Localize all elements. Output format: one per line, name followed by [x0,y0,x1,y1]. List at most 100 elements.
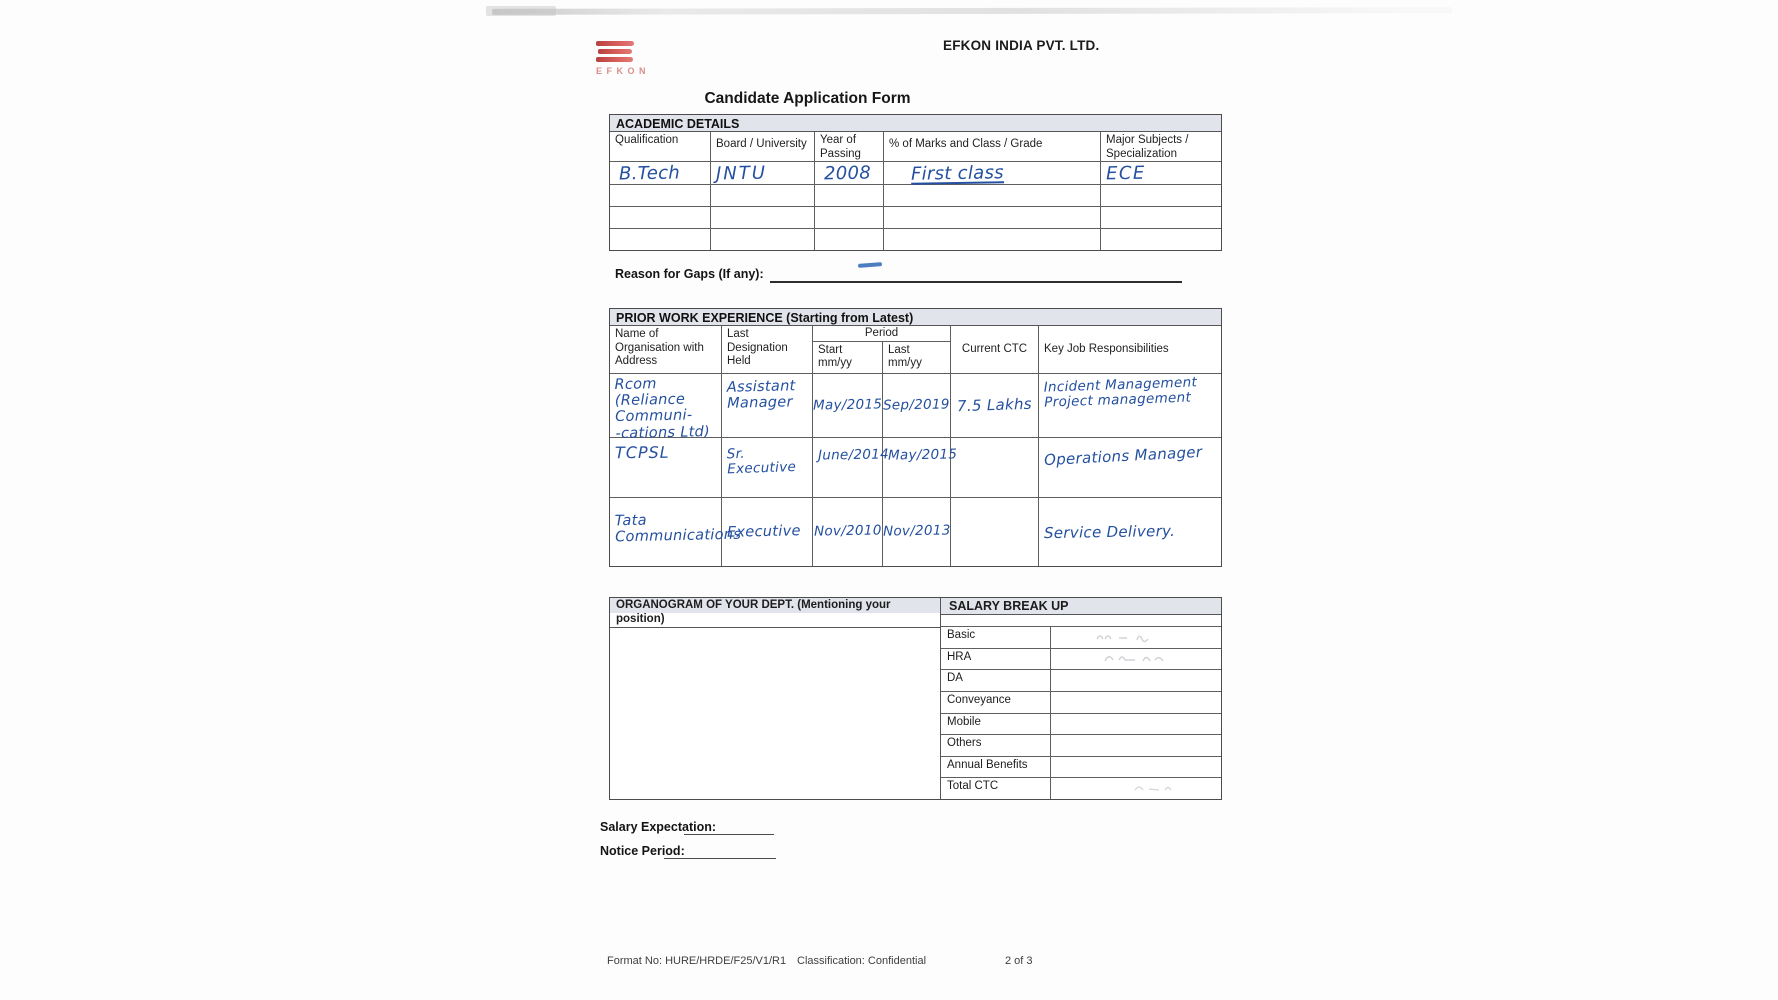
salary-value-cell [1051,778,1221,799]
faint-pencil-marks [1134,786,1172,792]
salary-label: Total CTC [941,778,1051,799]
handwritten-last: May/2015 [887,446,958,464]
empty-cell [711,229,815,250]
salary-label: DA [941,670,1051,691]
organogram-empty-area [610,628,940,799]
footer-page-number: 2 of 3 [1005,955,1033,967]
salary-row-total-ctc: Total CTC [941,777,1221,799]
handwritten-year: 2008 [823,162,872,185]
empty-cell [610,229,711,250]
handwritten-last: Nov/2013 [882,522,951,541]
handwritten-qualification: B.Tech [618,162,681,185]
designation-cell: Assistant Manager [722,374,813,437]
academic-details-table: ACADEMIC DETAILS Qualification Board / U… [609,114,1222,251]
salary-label: Others [941,735,1051,756]
empty-cell [884,229,1101,250]
board-cell: JNTU [711,162,815,184]
organogram-salary-table: ORGANOGRAM OF YOUR DEPT. (Mentioning you… [609,597,1222,800]
empty-cell [884,207,1101,228]
organisation-cell: Rcom (Reliance Communi- -cations Ltd) [610,374,722,442]
designation-cell: Sr. Executive [722,438,813,497]
handwritten-responsibilities: Incident Management Project management [1043,374,1198,411]
col-header-marks: % of Marks and Class / Grade [884,132,1101,161]
col-header-board: Board / University [711,132,815,161]
salary-expectation-label: Salary Expectation: [600,820,717,834]
salary-row-mobile: Mobile [941,712,1221,735]
responsibilities-cell: Operations Manager [1039,438,1221,497]
col-header-major: Major Subjects / Specialization [1106,134,1189,160]
salary-expectation-blank-line [684,833,774,835]
company-name: EFKON INDIA PVT. LTD. [943,38,1100,53]
faint-pencil-marks [1096,635,1149,643]
footer-format-no: Format No: HURE/HRDE/F25/V1/R1 [607,955,787,967]
salary-value-cell [1051,627,1221,648]
col-header-period-group: Period Start mm/yy Last mm/yy [813,326,951,373]
salary-label: HRA [941,648,1051,670]
empty-cell [1101,229,1221,250]
col-header-period: Period [813,326,950,342]
empty-cell [610,185,711,206]
reason-for-gaps-label: Reason for Gaps (If any): [615,267,764,281]
salary-row-others: Others [941,734,1221,756]
handwritten-ctc: 7.5 Lakhs [956,394,1033,416]
salary-label: Basic [941,627,1051,648]
empty-cell [610,207,711,228]
period-last-cell: Nov/2013 [883,498,951,566]
salary-row-hra: HRA [941,647,1221,670]
academic-empty-row [610,185,1221,207]
salary-value-cell [1051,714,1221,735]
work-experience-table: PRIOR WORK EXPERIENCE (Starting from Lat… [609,308,1222,567]
notice-period-blank-line [664,857,776,859]
academic-section-title: ACADEMIC DETAILS [610,115,1221,132]
logo-wordmark: EFKON [596,66,650,76]
handwritten-dash-mark [857,262,883,268]
handwritten-responsibilities: Service Delivery. [1043,521,1176,542]
major-cell: ECE [1101,162,1221,185]
salary-value-cell [1051,735,1221,756]
salary-spacer [941,615,1221,626]
reason-for-gaps-blank-line [770,280,1182,283]
empty-cell [711,185,815,206]
salary-value-cell [1051,757,1221,778]
salary-row-conveyance: Conveyance [941,690,1221,713]
marks-cell: First class [884,162,1101,185]
empty-cell [884,185,1101,206]
work-row-tcpsl: TCPSL Sr. Executive June/2014 May/2015 O… [610,438,1221,498]
responsibilities-cell: Incident Management Project management [1039,374,1221,437]
salary-row-basic: Basic [941,626,1221,648]
period-start-cell: May/2015 [813,374,883,437]
year-cell: 2008 [815,162,884,184]
handwritten-last: Sep/2019 [882,396,950,414]
responsibilities-cell: Service Delivery. [1039,498,1221,566]
handwritten-major: ECE [1105,162,1146,185]
period-last-cell: May/2015 [883,438,957,497]
organogram-title-line2: position) [610,613,940,628]
col-header-designation: Last Designation Held [722,326,813,373]
salary-label: Mobile [941,713,1051,735]
academic-empty-row [610,207,1221,229]
handwritten-organisation: Rcom (Reliance Communi- -cations Ltd) [614,376,711,442]
empty-cell [711,207,815,228]
period-start-cell: Nov/2010 [813,498,883,566]
handwritten-start: May/2015 [812,396,883,414]
designation-cell: Executive [722,498,813,566]
handwritten-designation: Executive [726,523,801,541]
qualification-cell: B.Tech [610,162,711,185]
salary-section-title: SALARY BREAK UP [941,598,1221,615]
work-section-title: PRIOR WORK EXPERIENCE (Starting from Lat… [610,309,1221,326]
organisation-cell: TCPSL [610,438,722,497]
empty-cell [1101,185,1221,206]
empty-cell [815,207,884,228]
col-header-qualification: Qualification [610,132,711,161]
handwritten-start: June/2014 [817,446,890,464]
current-ctc-cell [951,498,1039,566]
handwritten-board: JNTU [715,162,768,185]
col-header-responsibilities: Key Job Responsibilities [1044,342,1169,355]
col-header-current-ctc: Current CTC [951,326,1039,373]
salary-label: Conveyance [941,691,1051,713]
salary-value-cell [1051,649,1221,670]
salary-value-cell [1051,670,1221,691]
work-row-rcom: Rcom (Reliance Communi- -cations Ltd) As… [610,374,1221,442]
form-title: Candidate Application Form [704,90,911,107]
scan-edge-shadow [491,7,1453,15]
